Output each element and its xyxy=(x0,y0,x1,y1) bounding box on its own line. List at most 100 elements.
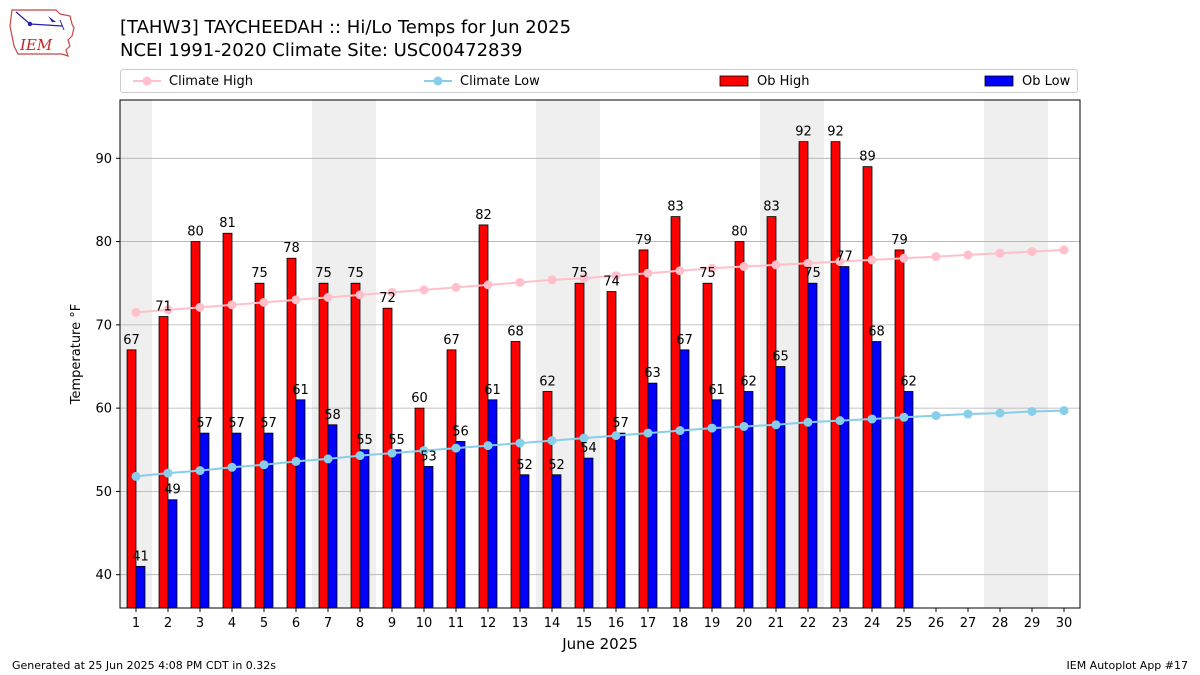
legend-label-climate-low: Climate Low xyxy=(460,73,540,89)
x-tick-label: 13 xyxy=(512,616,529,631)
bar-ob-low xyxy=(423,466,434,609)
bar-ob-low xyxy=(455,441,466,609)
point-climate-high xyxy=(931,252,941,262)
label-ob-high: 75 xyxy=(251,266,268,281)
point-climate-low xyxy=(227,462,237,472)
bar-ob-high xyxy=(286,257,297,609)
bar-ob-low xyxy=(167,499,178,609)
point-climate-high xyxy=(643,268,653,278)
label-ob-low: 49 xyxy=(164,483,181,498)
y-tick-label: 60 xyxy=(95,402,112,417)
legend-marker-climate-low xyxy=(424,76,452,86)
weekend-shade xyxy=(984,100,1048,608)
x-tick-label: 8 xyxy=(356,616,364,631)
point-climate-low xyxy=(867,414,877,424)
bar-ob-low xyxy=(775,366,786,609)
label-ob-low: 52 xyxy=(516,458,533,473)
footer-generated: Generated at 25 Jun 2025 4:08 PM CDT in … xyxy=(12,659,277,672)
bar-ob-high xyxy=(254,282,265,609)
legend-item-ob-low: Ob Low xyxy=(984,70,1070,92)
point-climate-high xyxy=(579,273,589,283)
label-ob-high: 83 xyxy=(763,200,780,215)
x-tick-label: 28 xyxy=(992,616,1009,631)
bar-ob-high xyxy=(670,216,681,609)
bar-ob-low xyxy=(615,432,626,609)
label-ob-low: 41 xyxy=(132,549,149,564)
label-ob-high: 82 xyxy=(475,208,492,223)
point-climate-low xyxy=(611,431,621,441)
legend-swatch-ob-high xyxy=(719,75,749,87)
x-tick-label: 29 xyxy=(1024,616,1041,631)
bar-ob-high xyxy=(542,391,553,609)
point-climate-high xyxy=(547,275,557,285)
x-tick-label: 9 xyxy=(388,616,396,631)
bar-ob-high xyxy=(830,141,841,609)
label-ob-high: 67 xyxy=(123,333,140,348)
bar-ob-low xyxy=(391,449,402,609)
point-climate-high xyxy=(131,307,141,317)
point-climate-high xyxy=(163,305,173,315)
point-climate-low xyxy=(259,460,269,470)
x-tick-label: 23 xyxy=(832,616,849,631)
label-ob-low: 68 xyxy=(868,325,885,340)
point-climate-low xyxy=(835,416,845,426)
label-ob-low: 77 xyxy=(836,250,853,265)
point-climate-low xyxy=(291,456,301,466)
point-climate-high xyxy=(899,253,909,263)
iem-logo: IEM xyxy=(9,9,75,57)
bar-ob-low xyxy=(519,474,530,609)
label-ob-low: 52 xyxy=(548,458,565,473)
legend-item-ob-high: Ob High xyxy=(719,70,810,92)
x-tick-label: 17 xyxy=(640,616,657,631)
x-tick-label: 14 xyxy=(544,616,561,631)
x-axis-label: June 2025 xyxy=(561,635,638,653)
point-climate-high xyxy=(995,248,1005,258)
x-tick-label: 25 xyxy=(896,616,913,631)
point-climate-high xyxy=(195,302,205,312)
point-climate-low xyxy=(643,428,653,438)
y-tick-label: 70 xyxy=(95,318,112,333)
bar-ob-low xyxy=(263,432,274,609)
label-ob-low: 75 xyxy=(804,266,821,281)
bar-ob-high xyxy=(702,282,713,609)
chart-title: [TAHW3] TAYCHEEDAH :: Hi/Lo Temps for Ju… xyxy=(120,17,572,38)
label-ob-low: 57 xyxy=(260,416,277,431)
x-tick-label: 30 xyxy=(1056,616,1073,631)
label-ob-high: 80 xyxy=(187,225,204,240)
bar-ob-low xyxy=(327,424,338,609)
label-ob-low: 61 xyxy=(484,383,501,398)
point-climate-high xyxy=(707,263,717,273)
label-ob-high: 78 xyxy=(283,241,300,256)
point-climate-high xyxy=(963,250,973,260)
x-tick-label: 10 xyxy=(416,616,433,631)
point-climate-high xyxy=(771,260,781,270)
point-climate-high xyxy=(483,280,493,290)
bar-ob-low xyxy=(839,266,850,609)
bar-ob-high xyxy=(862,166,873,609)
point-climate-high xyxy=(803,258,813,268)
bar-ob-high xyxy=(510,341,521,609)
point-climate-low xyxy=(803,417,813,427)
bar-ob-low xyxy=(487,399,498,609)
point-climate-low xyxy=(707,423,717,433)
point-climate-high xyxy=(739,262,749,272)
bar-ob-high xyxy=(414,407,425,609)
point-climate-high xyxy=(515,277,525,287)
bar-ob-low xyxy=(903,391,914,609)
legend-label-climate-high: Climate High xyxy=(169,73,254,89)
plot-frame xyxy=(119,99,1081,609)
point-climate-low xyxy=(323,454,333,464)
bar-ob-low xyxy=(199,432,210,609)
bar-ob-low xyxy=(679,349,690,609)
bar-ob-high xyxy=(158,316,169,609)
point-climate-low xyxy=(387,448,397,458)
bar-ob-high xyxy=(766,216,777,609)
point-climate-low xyxy=(899,412,909,422)
bar-ob-low xyxy=(807,282,818,609)
point-climate-low xyxy=(675,426,685,436)
label-ob-low: 62 xyxy=(740,374,757,389)
x-tick-label: 19 xyxy=(704,616,721,631)
point-climate-low xyxy=(163,468,173,478)
point-climate-low xyxy=(515,438,525,448)
point-climate-low xyxy=(451,443,461,453)
